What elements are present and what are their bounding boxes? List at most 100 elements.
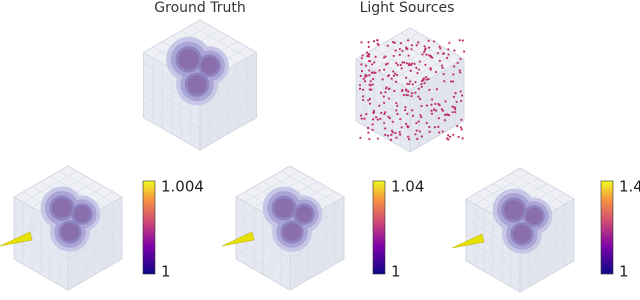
light-source (363, 117, 366, 120)
light-source (396, 63, 399, 67)
light-source (447, 134, 450, 137)
light-source (430, 112, 434, 115)
light-source (420, 135, 423, 138)
light-source (391, 120, 394, 123)
light-source (393, 41, 396, 44)
light-source (435, 109, 438, 112)
light-source (407, 90, 410, 93)
light-source (367, 127, 370, 130)
blob-core (504, 200, 524, 220)
colorbar-min: 1 (161, 263, 171, 281)
density-blob (262, 186, 323, 252)
blob-core (52, 198, 72, 218)
light-source (376, 39, 379, 42)
light-source (417, 120, 420, 123)
light-source (360, 117, 363, 120)
light-source (402, 61, 406, 64)
light-source (373, 61, 376, 64)
light-source (406, 82, 409, 86)
light-source (420, 104, 423, 108)
light-source (409, 80, 412, 83)
light-source (411, 109, 414, 112)
light-source (378, 69, 381, 72)
light-source (415, 121, 418, 125)
light-source (430, 109, 433, 112)
camera-cone (221, 231, 255, 247)
light-source (458, 39, 461, 42)
light-source (457, 135, 460, 139)
light-source (403, 108, 407, 112)
light-source (414, 91, 417, 94)
blob-core (60, 222, 80, 242)
light-source (431, 56, 434, 59)
light-source (436, 52, 440, 55)
colorbar (600, 180, 614, 275)
light-source (368, 97, 372, 101)
light-source (400, 126, 403, 129)
blob-core (274, 198, 294, 218)
light-source (414, 133, 417, 136)
light-source (428, 125, 431, 129)
blob-core (512, 224, 532, 244)
light-source (409, 63, 413, 67)
light-source (446, 56, 449, 59)
light-source (395, 80, 398, 83)
blob-core (73, 205, 91, 223)
light-source (427, 46, 431, 49)
light-source (407, 54, 410, 57)
light-source (387, 74, 391, 77)
light-source (383, 112, 386, 116)
light-source (399, 42, 403, 45)
light-source (396, 104, 399, 107)
light-source (413, 62, 416, 65)
light-source (384, 87, 388, 90)
light-source (366, 55, 369, 58)
light-source (389, 138, 393, 141)
blob-core (200, 56, 219, 75)
light-source (387, 87, 391, 90)
light-source (430, 103, 433, 106)
light-source (420, 83, 423, 86)
light-source (401, 49, 404, 53)
light-source (364, 75, 367, 79)
light-source (407, 125, 410, 128)
light-source (399, 133, 402, 136)
light-source (376, 42, 379, 45)
colorbar-max: 1.04 (391, 178, 424, 196)
light-source (378, 104, 381, 107)
light-source (419, 97, 422, 101)
light-source (372, 118, 375, 121)
light-source (368, 102, 372, 105)
light-source (401, 89, 404, 92)
light-source (386, 134, 390, 137)
light-source (372, 40, 376, 43)
light-source (438, 59, 441, 62)
light-source (384, 133, 387, 136)
light-source (411, 62, 414, 65)
light-source (405, 62, 408, 65)
light-source (445, 137, 449, 140)
light-source (408, 82, 411, 86)
renderings: 1.004 1 1.04 1 1.4 1 (0, 19, 640, 293)
density-blob (166, 36, 229, 106)
light-source (442, 73, 445, 76)
light-source (459, 99, 463, 103)
light-source (446, 113, 449, 116)
light-source (410, 44, 413, 47)
light-source (359, 136, 362, 139)
light-source (427, 78, 430, 81)
colorbar (142, 180, 156, 275)
panel-title: Light Sources (360, 0, 455, 16)
light-source (451, 111, 454, 114)
light-source (418, 60, 421, 63)
light-source (423, 50, 426, 54)
light-source (383, 127, 387, 130)
light-source (424, 63, 427, 66)
light-source (374, 71, 377, 75)
light-source (400, 67, 403, 70)
light-source (462, 50, 466, 53)
light-source (414, 81, 417, 84)
light-source (428, 54, 431, 57)
light-source (461, 94, 464, 97)
light-source (438, 131, 441, 134)
